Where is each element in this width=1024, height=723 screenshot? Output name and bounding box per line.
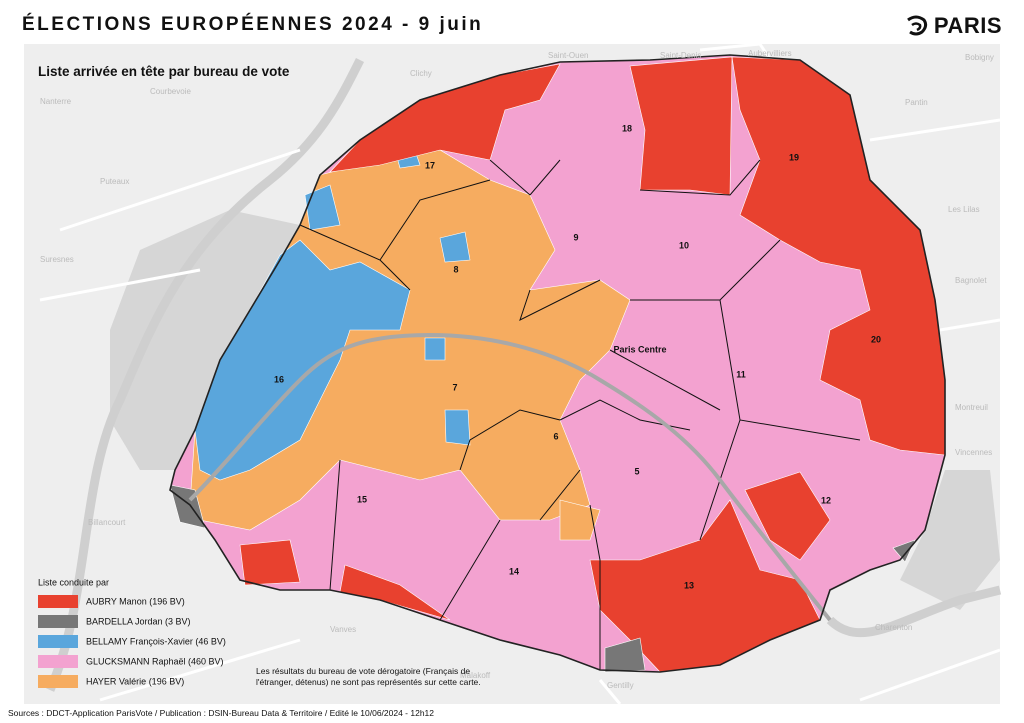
place-label: Montreuil [955,403,988,412]
arrondissement-label: 16 [274,374,284,384]
legend-title: Liste conduite par [38,577,109,587]
arrondissement-label: 5 [634,466,639,476]
place-label: Vanves [330,625,356,634]
place-label: Pantin [905,98,928,107]
legend: Liste conduite par AUBRY Manon (196 BV) … [38,577,226,688]
legend-label: BARDELLA Jordan (3 BV) [86,616,191,626]
arrondissement-boundaries [299,159,861,670]
seine-outside [45,57,365,692]
map: Saint-Ouen Saint-Denis Aubervilliers Bob… [24,44,1002,704]
arrondissement-label: 9 [573,232,578,242]
arrondissement-label: 17 [425,160,435,170]
place-label: Gentilly [607,681,634,690]
place-label: Bagnolet [955,276,987,285]
place-label: Puteaux [100,177,129,186]
region-aubry [339,564,451,621]
region-bellamy [424,337,446,361]
arrondissement-label: 13 [684,580,694,590]
arrondissement-label: Paris Centre [613,344,666,354]
arrondissement-label: 6 [553,431,558,441]
map-note: Les résultats du bureau de vote dérogato… [256,666,470,676]
region-aubry [629,56,733,196]
place-label: Bobigny [965,53,994,62]
sources: Sources : DDCT-Application ParisVote / P… [8,708,435,718]
region-aubry [239,539,301,586]
arrondissement-label: 19 [789,152,799,162]
place-label: Saint-Ouen [548,51,588,60]
map-note: l'étranger, détenus) ne sont pas représe… [256,677,481,687]
header-title: ÉLECTIONS EUROPÉENNES 2024 - 9 juin [22,14,484,35]
legend-swatch [38,635,78,648]
region-bellamy [304,184,341,231]
arrondissement-label: 11 [736,369,746,379]
region-bellamy [444,409,471,446]
arrondissement-label: 7 [452,382,457,392]
place-label: Vincennes [955,448,992,457]
bois-de-boulogne [110,210,300,470]
legend-swatch [38,655,78,668]
place-label: Courbevoie [150,87,191,96]
region-aubry [744,471,831,561]
place-label: Saint-Denis [660,51,701,60]
arrondissement-label: 15 [357,494,367,504]
legend-label: GLUCKSMANN Raphaël (460 BV) [86,656,224,666]
bois-de-vincennes [900,470,1000,610]
place-label: Clichy [410,69,432,78]
places: Saint-Ouen Saint-Denis Aubervilliers Bob… [40,49,994,690]
paris-boundary [169,54,946,673]
place-label: Malakoff [460,671,491,680]
region-bardella [892,539,916,563]
legend-label: HAYER Valérie (196 BV) [86,676,184,686]
logo-icon [906,15,927,36]
legend-label: AUBRY Manon (196 BV) [86,596,185,606]
region-bellamy [439,231,471,263]
arrondissement-label: 10 [679,240,689,250]
legend-label: BELLAMY François-Xavier (46 BV) [86,636,226,646]
legend-swatch [38,615,78,628]
logo-text: PARIS [933,13,1002,38]
place-label: Les Lilas [948,205,980,214]
legend-swatch [38,595,78,608]
place-label: Charenton [875,623,912,632]
logo: PARIS [902,12,1002,40]
arrondissement-label: 14 [509,566,519,576]
region-hayer [559,499,601,541]
region-bellamy [194,239,411,481]
seine-east [826,585,1002,638]
place-label: Nanterre [40,97,72,106]
arrondissement-label: 12 [821,495,831,505]
seine [188,332,832,622]
map-title: Liste arrivée en tête par bureau de vote [38,64,290,79]
arrondissement-label: 18 [622,123,632,133]
place-label: Aubervilliers [748,49,792,58]
arrondissement-label: 8 [453,264,458,274]
place-label: Suresnes [40,255,74,264]
place-label: Billancourt [88,518,126,527]
arrondissement-label: 20 [871,334,881,344]
legend-swatch [38,675,78,688]
region-bardella [604,637,646,673]
